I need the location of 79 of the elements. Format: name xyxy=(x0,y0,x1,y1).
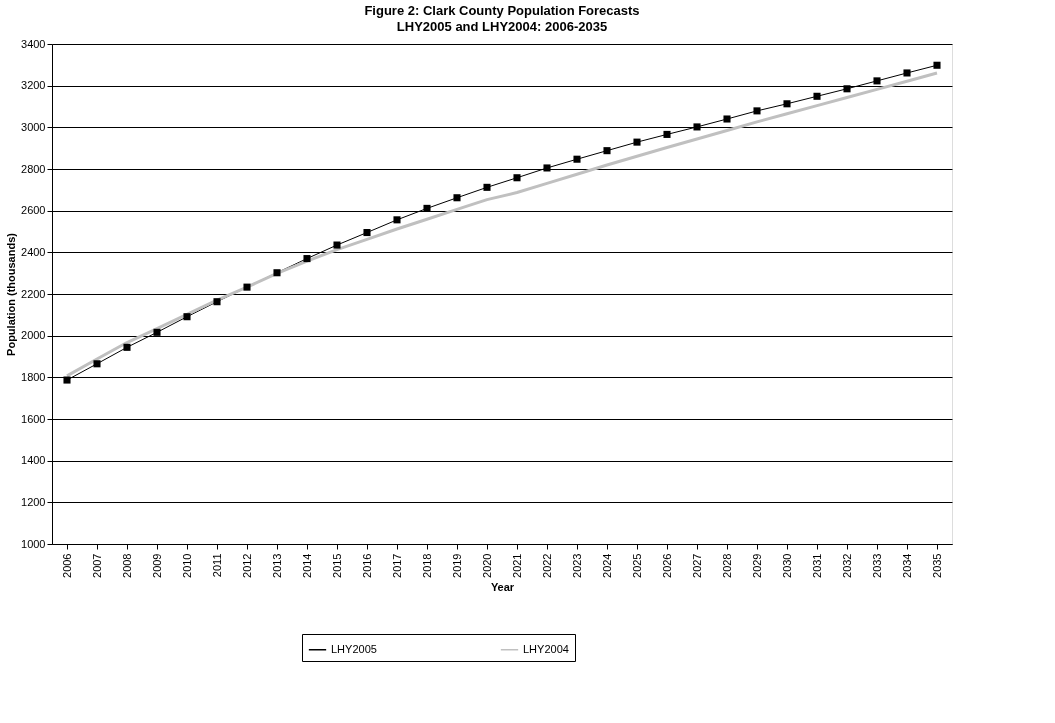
x-tick-label: 2031 xyxy=(810,553,823,578)
x-tick-label: 2026 xyxy=(660,553,673,578)
chart-subtitle: LHY2005 and LHY2004: 2006-2035 xyxy=(396,19,608,34)
x-tick-label: 2027 xyxy=(690,553,703,578)
y-tick-label: 1200 xyxy=(21,495,46,508)
x-tick-label: 2019 xyxy=(450,553,463,578)
point xyxy=(783,100,791,108)
y-tick-label: 3400 xyxy=(21,37,46,50)
point xyxy=(303,255,311,263)
point xyxy=(723,115,731,123)
x-tick-label: 2017 xyxy=(390,553,403,578)
x-tick-label: 2022 xyxy=(540,553,553,578)
point xyxy=(93,360,101,368)
point xyxy=(153,328,161,336)
chart-title: Figure 2: Clark County Population Forecasts xyxy=(364,3,640,18)
y-tick-label: 2000 xyxy=(21,329,46,342)
point xyxy=(63,376,71,384)
point xyxy=(903,69,911,77)
point xyxy=(663,130,671,138)
point xyxy=(213,298,221,306)
x-tick-label: 2007 xyxy=(90,553,103,578)
x-tick-label: 2016 xyxy=(360,553,373,578)
x-tick-label: 2015 xyxy=(330,553,343,578)
point xyxy=(243,283,251,291)
x-tick-label: 2025 xyxy=(630,553,643,578)
point xyxy=(363,229,371,237)
point xyxy=(753,107,761,115)
y-tick-label: 1000 xyxy=(21,537,46,550)
point xyxy=(873,77,881,85)
x-tick-label: 2010 xyxy=(180,553,193,578)
x-tick-label: 2033 xyxy=(870,553,883,578)
x-tick-label: 2014 xyxy=(300,553,313,578)
point xyxy=(423,204,431,212)
point xyxy=(393,216,401,224)
point xyxy=(843,85,851,93)
x-tick-label: 2018 xyxy=(420,553,433,578)
y-tick-label: 3000 xyxy=(21,120,46,133)
point xyxy=(513,174,521,182)
y-tick-label: 2400 xyxy=(21,245,46,258)
x-tick-label: 2006 xyxy=(60,553,73,578)
y-tick-label: 3200 xyxy=(21,79,46,92)
x-axis-title: Year xyxy=(490,580,515,593)
x-tick-label: 2035 xyxy=(930,553,943,578)
x-tick-label: 2020 xyxy=(480,553,493,578)
point xyxy=(483,183,491,191)
point xyxy=(573,155,581,163)
point xyxy=(333,241,341,249)
point xyxy=(603,147,611,155)
y-tick-label: 2200 xyxy=(21,287,46,300)
x-tick-label: 2013 xyxy=(270,553,283,578)
legend-label: LHY2005 xyxy=(331,642,377,655)
legend-label: LHY2004 xyxy=(523,642,569,655)
x-tick-label: 2029 xyxy=(750,553,763,578)
point xyxy=(633,138,641,146)
y-tick-label: 1600 xyxy=(21,412,46,425)
y-axis-title: Population (thousands) xyxy=(5,232,18,356)
x-tick-label: 2032 xyxy=(840,553,853,578)
x-tick-label: 2023 xyxy=(570,553,583,578)
point xyxy=(183,313,191,321)
y-tick-label: 2600 xyxy=(21,204,46,217)
point xyxy=(693,123,701,131)
point xyxy=(453,194,461,202)
point xyxy=(123,343,131,351)
point xyxy=(273,269,281,277)
x-tick-label: 2021 xyxy=(510,553,523,578)
x-tick-label: 2024 xyxy=(600,553,613,578)
point xyxy=(933,61,941,69)
point xyxy=(813,92,821,100)
point xyxy=(543,164,551,172)
y-tick-label: 2800 xyxy=(21,162,46,175)
x-tick-label: 2008 xyxy=(120,553,133,578)
x-tick-label: 2034 xyxy=(900,553,913,578)
y-tick-label: 1400 xyxy=(21,454,46,467)
x-tick-label: 2011 xyxy=(210,553,223,578)
x-tick-label: 2030 xyxy=(780,553,793,578)
x-tick-label: 2009 xyxy=(150,553,163,578)
x-tick-label: 2012 xyxy=(240,553,253,578)
x-tick-label: 2028 xyxy=(720,553,733,578)
y-tick-label: 1800 xyxy=(21,370,46,383)
